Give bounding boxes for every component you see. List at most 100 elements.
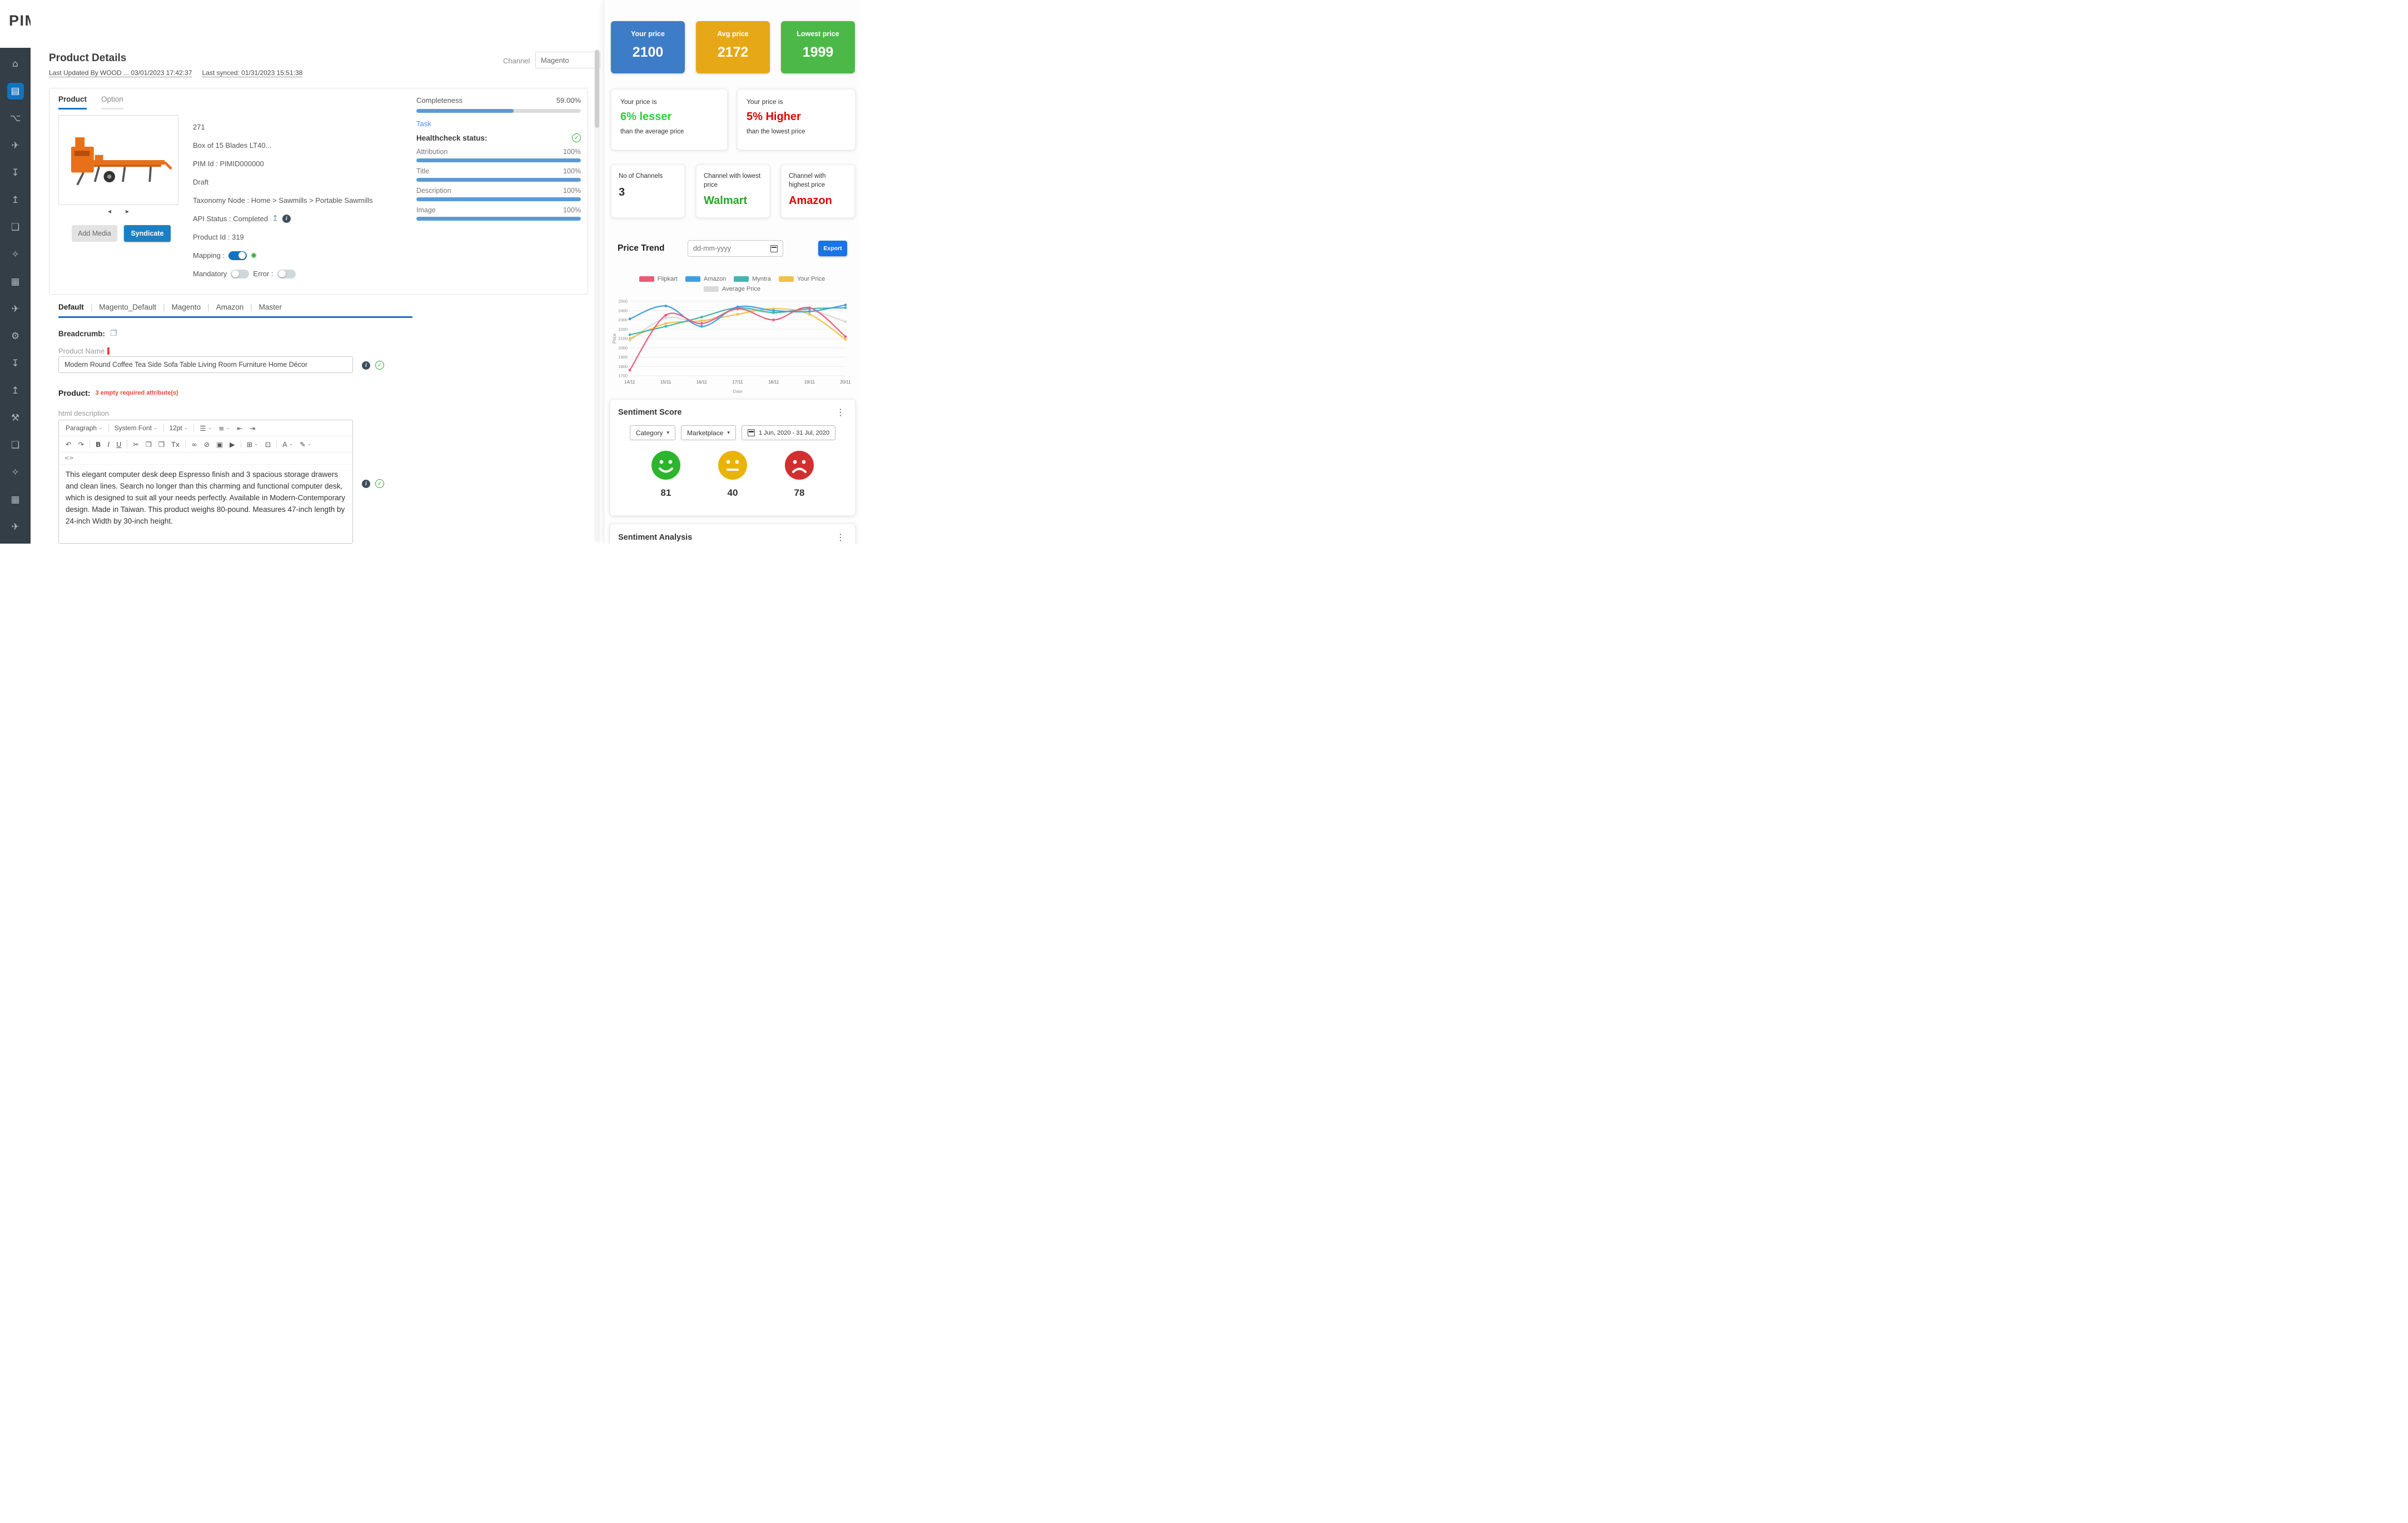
healthcheck-row-label: Image [416,206,436,214]
tab-amazon[interactable]: Amazon [216,303,244,311]
sidebar-item-export-jobs[interactable]: ↥ [0,377,31,404]
chevron-down-icon: ▾ [666,430,670,436]
channel-input[interactable] [535,52,600,68]
sentiment-date-range[interactable]: 1 Jun, 2020 - 31 Jul, 2020 [741,425,836,440]
tab-magento_default[interactable]: Magento_Default [99,303,157,311]
syndicate-button[interactable]: Syndicate [124,225,171,242]
paragraph-select[interactable]: Paragraph ⌄ [66,424,103,432]
tab-option[interactable]: Option [101,95,123,110]
bullet-list-button[interactable]: ☰ ⌄ [200,424,212,432]
outdent-button[interactable]: ⇤ [237,424,243,432]
paste-button[interactable]: ❒ [158,440,165,449]
underline-button[interactable]: U [116,440,122,449]
healthcheck-row-label: Attribution [416,148,448,156]
mapping-toggle[interactable] [228,251,247,260]
tab-product[interactable]: Product [58,95,87,110]
sidebar-item-import[interactable]: ↧ [0,159,31,186]
sidebar-item-widgets[interactable]: ▦ [0,486,31,513]
product-taxonomy: Taxonomy Node : Home > Sawmills > Portab… [193,196,373,205]
text-color-button[interactable]: A ⌄ [282,440,293,449]
page-title: Product Details [49,52,127,64]
error-toggle[interactable] [277,269,296,278]
trend-date-input[interactable] [693,245,766,252]
product-section-header: Product: 3 empty required attribute(s) [58,389,178,397]
bold-button[interactable]: B [95,440,101,449]
undo-button[interactable]: ↶ [66,440,72,449]
fullscreen-button[interactable]: ⊡ [265,440,271,449]
sidebar-item-export[interactable]: ↥ [0,186,31,213]
table-button[interactable]: ⊞ ⌄ [246,440,258,449]
link-button[interactable]: ∞ [191,440,197,449]
font-select[interactable]: System Font ⌄ [114,424,158,432]
comparison-prefix: Your price is [620,98,657,106]
tools-icon: ⚒ [11,412,20,424]
highlight-button[interactable]: ✎ ⌄ [300,440,312,449]
carousel-prev-icon[interactable]: ◂ [107,207,111,215]
sidebar-item-channels[interactable]: ✈ [0,295,31,322]
category-dropdown[interactable]: Category ▾ [629,425,676,440]
fontsize-select[interactable]: 12pt ⌄ [169,424,188,432]
kebab-menu-icon[interactable]: ⋮ [836,532,845,542]
sidebar-item-tools[interactable]: ⚒ [0,404,31,431]
upload-icon[interactable]: ↥ [272,214,278,223]
breadcrumb-label: Breadcrumb: [58,329,106,338]
redo-button[interactable]: ↷ [78,440,84,449]
sidebar-item-taxonomy[interactable]: ⌥ [0,104,31,132]
sentiment-analysis-title: Sentiment Analysis [618,532,693,542]
sidebar-item-dashboard[interactable]: ⌂ [0,50,31,77]
scrollbar-thumb[interactable] [595,50,599,128]
sidebar-item-import-jobs[interactable]: ↧ [0,350,31,377]
sidebar-item-bookmarks[interactable]: ❏ [0,213,31,241]
healthcheck-row-value: 100% [563,148,581,156]
sidebar-item-automation[interactable]: ✧ [0,459,31,486]
stat-value: 3 [619,186,625,198]
legend-your-price: Your Price [778,276,825,282]
svg-text:18/11: 18/11 [768,380,779,385]
copy-icon[interactable]: ❐ [110,329,117,338]
legend-amazon: Amazon [685,276,726,282]
tab-default[interactable]: Default [58,303,84,311]
info-icon[interactable]: i [362,479,370,488]
add-media-button[interactable]: Add Media [72,225,117,242]
bookmarks-icon: ❏ [11,221,20,233]
sidebar-item-catalog[interactable]: ▦ [0,268,31,295]
carousel-next-icon[interactable]: ▸ [126,207,130,215]
kebab-menu-icon[interactable]: ⋮ [836,407,845,417]
trend-date-picker[interactable] [688,240,783,257]
toolbar-separator [163,424,164,432]
widgets-icon: ▦ [11,494,20,505]
numbered-list-button[interactable]: ≡ ⌄ [218,424,231,432]
cut-button[interactable]: ✂ [133,440,139,449]
image-button[interactable]: ▣ [216,440,223,449]
tab-magento[interactable]: Magento [171,303,201,311]
copy-button[interactable]: ❐ [145,440,152,449]
sentiment-filters: Category ▾ Marketplace ▾ 1 Jun, 2020 - 3… [618,425,847,440]
code-view-icon[interactable]: <> [64,455,74,461]
unlink-button[interactable]: ⊘ [203,440,210,449]
mandatory-toggle[interactable] [231,269,250,278]
sidebar-item-integrations[interactable]: ✈ [0,513,31,540]
sidebar-item-products[interactable]: ▤ [0,77,31,104]
sidebar-item-syndication[interactable]: ✈ [0,132,31,159]
last-updated-text[interactable]: Last Updated By WOOD ... 03/01/2023 17:4… [49,69,192,77]
stat-label: Channel with lowest price [704,173,761,188]
task-link[interactable]: Task [416,120,431,128]
export-button[interactable]: Export [818,241,847,256]
italic-button[interactable]: I [107,440,110,449]
clear-formatting-button[interactable]: Tx [171,440,180,449]
tab-master[interactable]: Master [258,303,282,311]
info-icon[interactable]: i [282,215,291,223]
video-button[interactable]: ▶ [230,440,235,449]
indent-button[interactable]: ⇥ [249,424,256,432]
sidebar-item-enrichment[interactable]: ✧ [0,241,31,268]
calendar-icon[interactable] [770,245,778,252]
editor-toolbar-row1: Paragraph ⌄ System Font ⌄ 12pt ⌄ ☰ ⌄ ≡ ⌄ ⇤ ⇥ [59,420,352,436]
main-scrollbar[interactable] [594,49,600,542]
info-icon[interactable]: i [362,361,370,370]
sidebar-item-settings[interactable]: ⚙ [0,322,31,350]
marketplace-dropdown[interactable]: Marketplace ▾ [681,425,736,440]
product-name-input[interactable] [58,356,353,373]
price-card-label: Your price [631,30,665,38]
sidebar-item-saved-items[interactable]: ❏ [0,431,31,459]
description-content[interactable]: This elegant computer desk deep Espresso… [66,470,346,525]
